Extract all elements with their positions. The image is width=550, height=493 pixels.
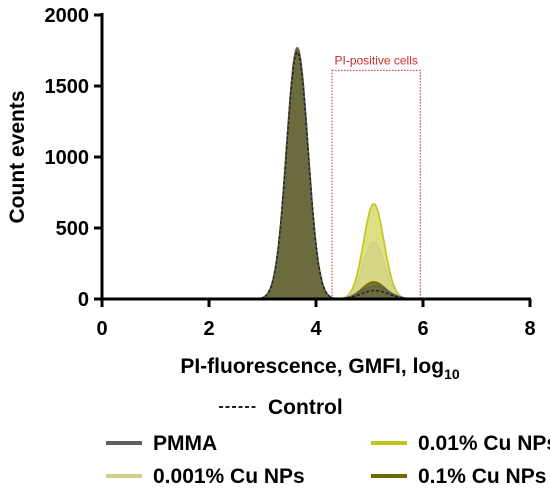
legend-label-0-1-cu-nps: 0.1% Cu NPs [418,465,546,488]
x-tick-label: 8 [524,318,535,340]
y-tick-label: 1000 [45,147,90,169]
y-tick-label: 500 [56,218,89,240]
y-tick-label: 0 [78,289,89,311]
x-axis-title: PI-fluorescence, GMFI, log10 [180,355,460,382]
x-tick-label: 6 [417,318,428,340]
x-axis-title-subscript: 10 [444,366,460,382]
y-tick-label: 1500 [45,76,90,98]
gate-label: PI-positive cells [335,53,418,67]
legend-label-control: Control [268,396,343,419]
legend-label-0-01-cu-nps: 0.01% Cu NPs [418,432,550,455]
legend-label-0-001-cu-nps: 0.001% Cu NPs [153,465,305,488]
x-tick-label: 4 [310,318,322,340]
y-tick-label: 2000 [45,5,90,27]
series-area-pmma [155,49,450,300]
legend-label-pmma: PMMA [153,432,217,455]
x-tick-label: 2 [203,318,214,340]
x-tick-label: 0 [96,318,107,340]
y-axis-title: Count events [6,90,29,223]
